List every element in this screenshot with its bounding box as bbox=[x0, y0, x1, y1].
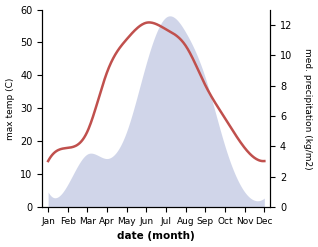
Y-axis label: max temp (C): max temp (C) bbox=[5, 77, 15, 140]
X-axis label: date (month): date (month) bbox=[117, 231, 195, 242]
Y-axis label: med. precipitation (kg/m2): med. precipitation (kg/m2) bbox=[303, 48, 313, 169]
